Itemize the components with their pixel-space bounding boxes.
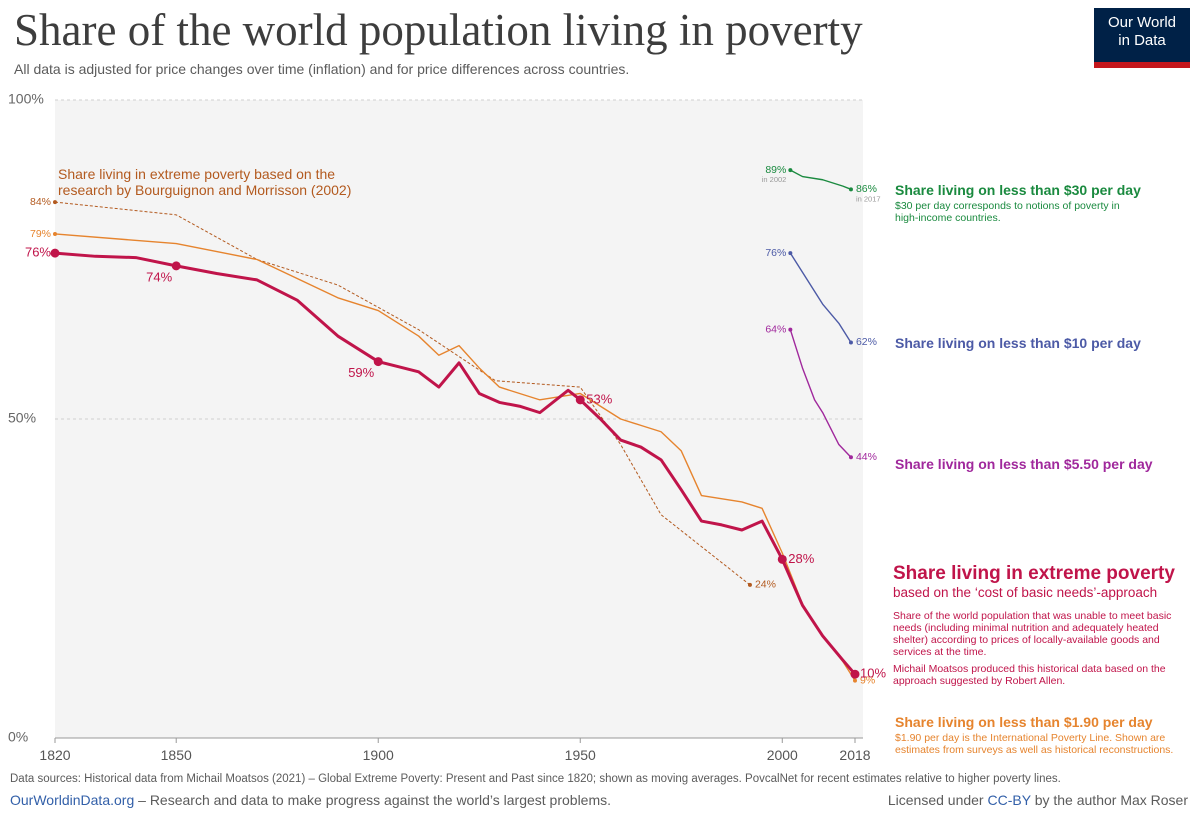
license-text: by the author Max Roser (1030, 792, 1188, 808)
data-point (853, 678, 857, 683)
data-point (50, 248, 60, 258)
value-label: 79% (30, 228, 51, 240)
tagline: – Research and data to make progress aga… (134, 792, 612, 808)
y-tick-label: 100% (8, 91, 44, 107)
data-point (53, 200, 57, 205)
value-label: 64% (765, 323, 786, 335)
data-point (848, 340, 853, 345)
series-line (790, 169, 852, 190)
series-label: Share living in extreme poverty based on… (58, 166, 388, 198)
series-description: $30 per day corresponds to notions of po… (895, 200, 1120, 224)
license-link[interactable]: CC-BY (987, 792, 1031, 808)
data-point (575, 395, 585, 405)
data-point (848, 455, 853, 460)
value-note: in 2017 (856, 194, 881, 203)
series-name: Share living on less than $5.50 per day (895, 456, 1153, 472)
data-point (747, 582, 752, 587)
data-point (788, 168, 793, 173)
series-description: Share of the world population that was u… (893, 610, 1172, 658)
title: Share of the world population living in … (14, 5, 863, 55)
value-label: 86% (856, 183, 877, 195)
series-name: Share living on less than $30 per day (895, 182, 1141, 198)
series-name: Share living on less than $1.90 per day (895, 714, 1153, 730)
series-line (789, 329, 852, 458)
license-text: Licensed under (887, 792, 988, 808)
value-note: in 2002 (762, 175, 787, 184)
data-point (53, 231, 57, 236)
data-point (788, 251, 793, 256)
value-label: 44% (856, 451, 877, 463)
logo[interactable]: Our World in Data (1094, 8, 1190, 68)
value-label: 84% (30, 196, 51, 208)
y-tick-label: 0% (8, 729, 28, 745)
data-point (777, 554, 787, 564)
value-label: 53% (586, 391, 612, 406)
x-tick-label: 1950 (565, 747, 596, 763)
data-point (848, 187, 853, 192)
logo-line: in Data (1118, 32, 1166, 49)
series-label: Share living on less than $5.50 per day (895, 456, 1153, 472)
value-label: 59% (348, 365, 374, 380)
data-point (788, 327, 793, 332)
series-line (54, 201, 751, 586)
site-link[interactable]: OurWorldinData.org (10, 792, 135, 808)
series-line (789, 252, 852, 343)
series-subtitle: based on the ‘cost of basic needs’-appro… (893, 585, 1158, 600)
footer-left: OurWorldinData.org – Research and data t… (10, 792, 611, 808)
series-label: Share living on less than $10 per day (895, 335, 1141, 351)
value-label: 24% (755, 579, 776, 591)
x-tick-label: 1850 (161, 747, 192, 763)
logo-line: Our World (1107, 14, 1177, 31)
series-label: Share living on less than $30 per day $3… (895, 182, 1195, 224)
data-point (171, 261, 181, 271)
series-note: Michail Moatsos produced this historical… (893, 663, 1166, 687)
x-tick-label: 1820 (39, 747, 70, 763)
sources: Data sources: Historical data from Micha… (10, 773, 1061, 785)
data-point (850, 669, 860, 679)
x-tick-label: 2018 (839, 747, 870, 763)
series-label: Share living on less than $1.90 per day … (895, 714, 1195, 756)
x-tick-label: 2000 (767, 747, 798, 763)
series-description: $1.90 per day is the International Pover… (895, 732, 1174, 756)
value-label: 89% (765, 164, 786, 176)
series-line (54, 251, 857, 676)
series-name: Share living in extreme poverty (893, 563, 1175, 584)
value-label: 74% (146, 269, 172, 284)
value-label: 62% (856, 336, 877, 348)
y-tick-label: 50% (8, 410, 36, 426)
value-label: 9% (860, 674, 875, 686)
subtitle: All data is adjusted for price changes o… (14, 61, 630, 77)
series-label: Share living in extreme poverty based on… (893, 563, 1193, 687)
x-tick-label: 1900 (363, 747, 394, 763)
footer-right: Licensed under CC-BY by the author Max R… (888, 792, 1188, 808)
value-label: 76% (765, 247, 786, 259)
value-label: 28% (788, 551, 814, 566)
series-name: Share living in extreme poverty based on… (58, 166, 352, 198)
value-label: 10% (860, 666, 886, 681)
series-name: Share living on less than $10 per day (895, 335, 1141, 351)
value-label: 76% (25, 245, 51, 260)
data-point (373, 357, 383, 367)
